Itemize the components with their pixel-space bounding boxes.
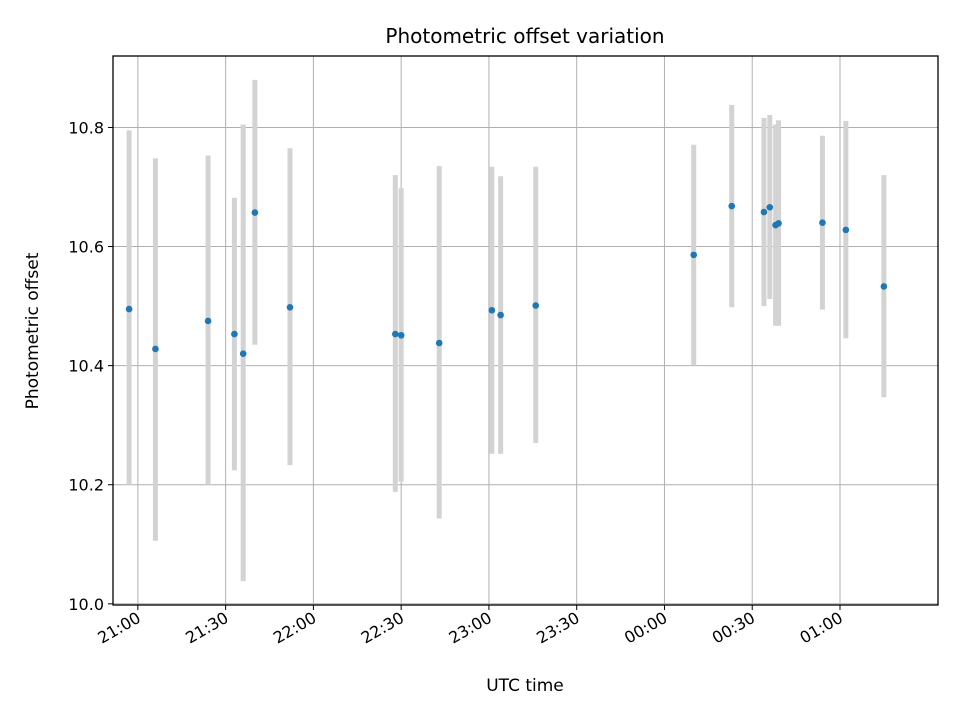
plot-area	[113, 56, 938, 605]
data-point	[125, 305, 133, 313]
y-tick-label: 10.2	[68, 476, 104, 495]
data-point	[251, 209, 259, 216]
data-point	[532, 302, 540, 309]
data-point	[286, 303, 294, 311]
y-tick-label: 10.8	[68, 118, 104, 137]
data-point	[880, 283, 888, 290]
data-point	[204, 317, 212, 325]
plot-frame	[112, 55, 939, 606]
data-point	[728, 202, 736, 210]
grid-lines	[113, 56, 938, 605]
y-axis-title: Photometric offset	[23, 252, 43, 409]
data-point	[397, 331, 405, 339]
data-point	[152, 345, 159, 353]
data-point	[690, 251, 698, 259]
data-point	[231, 330, 238, 338]
data-point	[488, 306, 496, 314]
data-point	[497, 311, 504, 319]
data-point	[760, 208, 768, 216]
data-point	[842, 226, 850, 234]
chart-title: Photometric offset variation	[385, 24, 664, 48]
data-point	[819, 219, 826, 227]
data-point	[239, 350, 247, 358]
y-tick-label: 10.4	[68, 357, 104, 376]
y-axis-ticks: 10.0 10.2 10.4 10.6 10.8	[68, 118, 113, 614]
data-points	[125, 202, 888, 358]
data-point	[766, 203, 774, 211]
y-tick-label: 10.0	[68, 595, 104, 614]
x-axis-title: UTC time	[486, 676, 564, 696]
data-point	[392, 330, 399, 338]
data-point	[775, 220, 782, 227]
y-tick-label: 10.6	[68, 238, 104, 257]
data-point	[435, 339, 443, 347]
